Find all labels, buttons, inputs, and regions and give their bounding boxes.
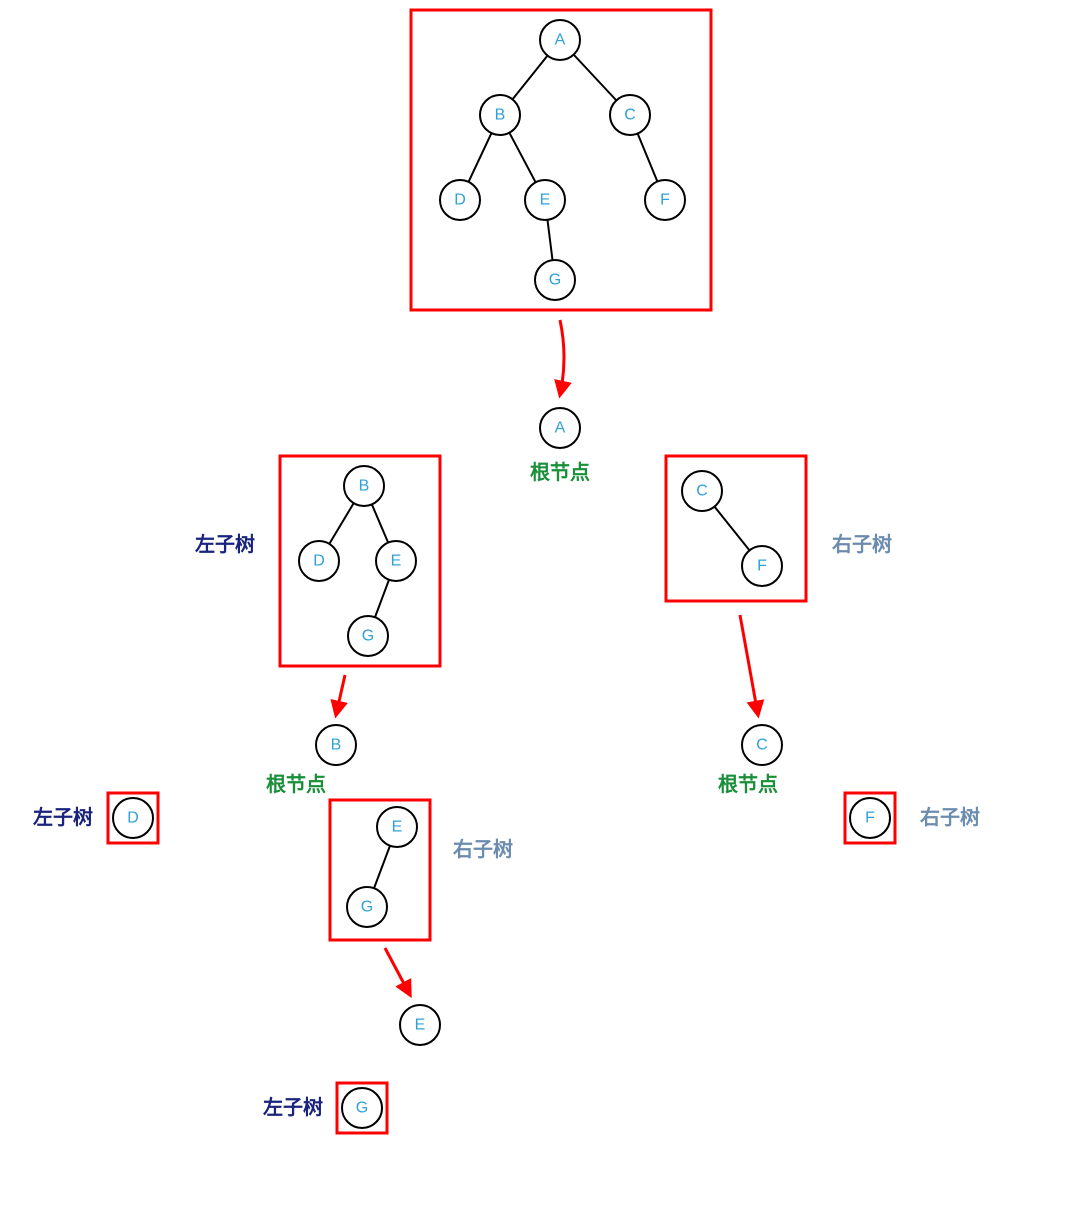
caption-left: 左子树 bbox=[263, 1095, 323, 1119]
node-label: C bbox=[624, 107, 636, 124]
node-label: D bbox=[127, 810, 139, 827]
caption-root: 根节点 bbox=[266, 772, 326, 796]
tree-node: G bbox=[348, 616, 388, 656]
tree-node: F bbox=[742, 546, 782, 586]
tree-node: F bbox=[850, 798, 890, 838]
tree-node: C bbox=[742, 725, 782, 765]
node-label: G bbox=[356, 1100, 368, 1117]
caption-left: 左子树 bbox=[195, 532, 255, 556]
tree-node: D bbox=[440, 180, 480, 220]
node-label: C bbox=[696, 483, 708, 500]
diagram-canvas: ABCDEFGABDEGCFBCDFEGEG根节点左子树右子树根节点根节点左子树… bbox=[0, 0, 1087, 1209]
tree-node: B bbox=[316, 725, 356, 765]
tree-node: D bbox=[299, 541, 339, 581]
tree-edge bbox=[372, 504, 388, 542]
node-label: A bbox=[555, 32, 566, 49]
tree-node: A bbox=[540, 408, 580, 448]
arr-left bbox=[336, 675, 345, 715]
caption-root: 根节点 bbox=[530, 460, 590, 484]
node-label: G bbox=[549, 272, 561, 289]
tree-node: E bbox=[377, 807, 417, 847]
tree-node: G bbox=[342, 1088, 382, 1128]
tree-edge bbox=[375, 580, 389, 618]
node-label: B bbox=[359, 478, 370, 495]
tree-node: E bbox=[400, 1005, 440, 1045]
tree-edge bbox=[509, 133, 535, 183]
tree-edge bbox=[638, 133, 658, 181]
tree-node: C bbox=[682, 471, 722, 511]
node-label: F bbox=[757, 558, 767, 575]
caption-left: 左子树 bbox=[33, 805, 93, 829]
tree-node: G bbox=[535, 260, 575, 300]
node-label: C bbox=[756, 737, 768, 754]
node-label: E bbox=[392, 819, 403, 836]
node-label: E bbox=[415, 1017, 426, 1034]
tree-edge bbox=[374, 846, 390, 889]
node-label: F bbox=[660, 192, 670, 209]
node-label: B bbox=[331, 737, 342, 754]
node-label: E bbox=[540, 192, 551, 209]
caption-right: 右子树 bbox=[832, 532, 892, 556]
arr-right bbox=[740, 615, 758, 715]
node-label: E bbox=[391, 553, 402, 570]
tree-edge bbox=[512, 56, 547, 100]
tree-node: E bbox=[376, 541, 416, 581]
node-label: D bbox=[454, 192, 466, 209]
tree-node: E bbox=[525, 180, 565, 220]
tree-node: C bbox=[610, 95, 650, 135]
tree-edge bbox=[714, 507, 749, 551]
caption-right: 右子树 bbox=[920, 805, 980, 829]
node-label: F bbox=[865, 810, 875, 827]
caption-root: 根节点 bbox=[718, 772, 778, 796]
tree-node: A bbox=[540, 20, 580, 60]
tree-edge bbox=[547, 220, 552, 260]
tree-edge bbox=[329, 503, 353, 544]
tree-node: B bbox=[480, 95, 520, 135]
node-label: B bbox=[495, 107, 506, 124]
tree-node: D bbox=[113, 798, 153, 838]
arr-eg bbox=[385, 948, 410, 995]
tree-edge bbox=[469, 133, 492, 182]
tree-node: B bbox=[344, 466, 384, 506]
node-label: D bbox=[313, 553, 325, 570]
tree-node: F bbox=[645, 180, 685, 220]
node-label: A bbox=[555, 420, 566, 437]
node-label: G bbox=[361, 899, 373, 916]
caption-right: 右子树 bbox=[453, 837, 513, 861]
tree-node: G bbox=[347, 887, 387, 927]
tree-edge bbox=[574, 55, 617, 101]
arr-main bbox=[560, 320, 564, 395]
node-label: G bbox=[362, 628, 374, 645]
